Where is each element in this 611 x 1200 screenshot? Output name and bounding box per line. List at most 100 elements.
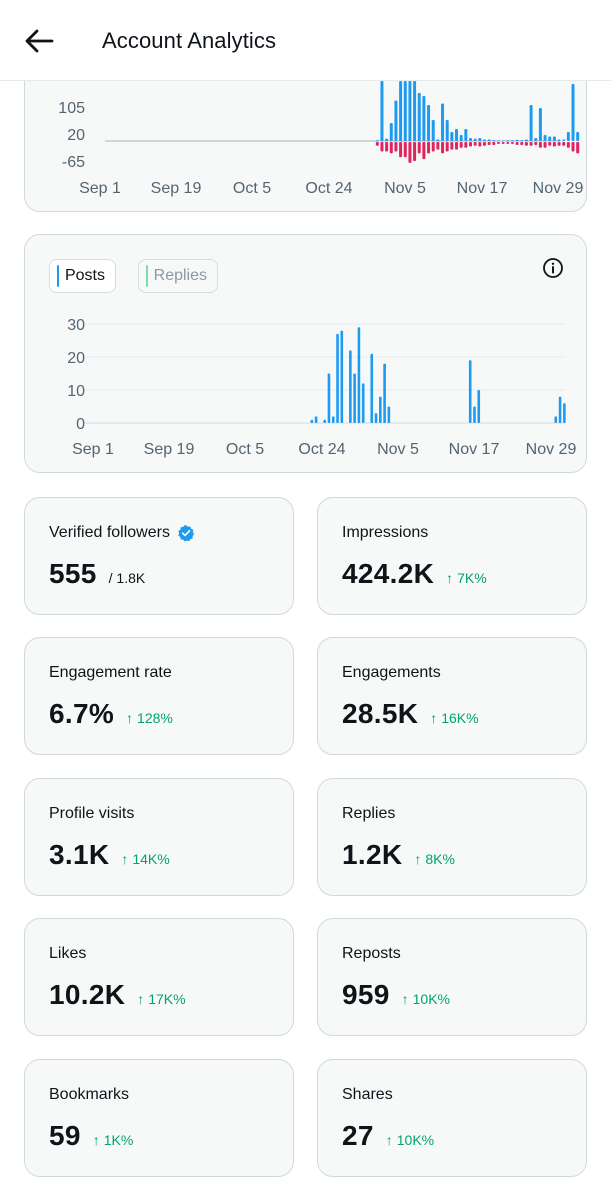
chart1-bar-negative [473, 142, 477, 146]
chart2-bar-posts [473, 406, 476, 423]
chart2-x-tick: Oct 24 [298, 441, 345, 458]
metric-change-value: 8K% [425, 851, 455, 867]
metric-card-replies[interactable]: Replies 1.2K ↑ 8K% [317, 778, 587, 896]
metric-card-bookmarks[interactable]: Bookmarks 59 ↑ 1K% [24, 1059, 294, 1177]
chart1-bar-negative [520, 142, 524, 146]
chart1-bar-positive [459, 135, 463, 141]
metric-card-likes[interactable]: Likes 10.2K ↑ 17K% [24, 918, 294, 1036]
chart2-x-tick: Oct 5 [226, 441, 264, 458]
metric-change: ↑ 14K% [121, 851, 169, 867]
chart1-bar-positive [548, 136, 552, 141]
metric-label: Bookmarks [49, 1086, 130, 1103]
chart1-bar-positive [427, 105, 431, 141]
metric-value: 28.5K [342, 698, 419, 729]
chart1-bar-negative [455, 142, 459, 150]
chart1-bar-negative [389, 142, 393, 154]
chart1-bar-negative [548, 142, 552, 146]
metric-card-engagement-rate[interactable]: Engagement rate 6.7% ↑ 128% [24, 637, 294, 755]
metric-card-verified-followers[interactable]: Verified followers 555 / 1.8K [24, 497, 294, 615]
metric-change: ↑ 17K% [137, 991, 185, 1007]
metric-card-shares[interactable]: Shares 27 ↑ 10K% [317, 1059, 587, 1177]
chart1-bar-negative [459, 142, 463, 148]
chart1-bar-positive [389, 123, 393, 141]
chart1-bar-positive [534, 138, 538, 141]
chart1-y-tick: 105 [58, 100, 85, 117]
chart2-x-tick: Sep 19 [144, 441, 195, 458]
chart1-bar-positive [417, 93, 421, 141]
metric-value: 1.2K [342, 839, 403, 870]
legend-replies-toggle[interactable]: Replies [138, 259, 218, 293]
legend-posts-toggle[interactable]: Posts [49, 259, 116, 293]
chart1-bar-negative [464, 142, 468, 148]
chart2-bar-posts [563, 403, 566, 423]
chart1-bar-positive [473, 138, 477, 141]
metric-value: 59 [49, 1120, 81, 1151]
metric-value-row: 59 ↑ 1K% [49, 1120, 133, 1152]
chart1-bar-positive [510, 140, 514, 141]
chart2-bar-posts [336, 333, 339, 423]
chart2-bar-posts [370, 353, 374, 423]
chart1-bar-negative [422, 142, 426, 160]
metric-change-value: 10K% [396, 1132, 435, 1148]
metric-card-profile-visits[interactable]: Profile visits 3.1K ↑ 14K% [24, 778, 294, 896]
metric-change: ↑ 16K% [430, 710, 478, 726]
chart1-bar-positive [562, 139, 566, 141]
chart1-bar-negative [529, 142, 533, 146]
metric-card-impressions[interactable]: Impressions 424.2K ↑ 7K% [317, 497, 587, 615]
chart1-bar-negative [408, 142, 412, 163]
chart1-bar-negative [427, 142, 431, 154]
chart2-bar-posts [314, 416, 318, 423]
chart2-bar-posts [477, 390, 481, 423]
chart1-bar-positive [450, 132, 454, 141]
chart1-bar-positive [543, 135, 547, 141]
info-icon[interactable] [542, 257, 564, 279]
chart1-x-tick: Oct 24 [305, 180, 352, 197]
chart1-x-tick: Sep 1 [79, 180, 121, 197]
metric-change: ↑ 8K% [414, 851, 455, 867]
chart2-y-tick: 20 [67, 350, 85, 367]
chart2-bar-posts [361, 383, 365, 423]
metric-label: Profile visits [49, 805, 135, 822]
metric-label: Impressions [342, 524, 429, 541]
metric-card-reposts[interactable]: Reposts 959 ↑ 10K% [317, 918, 587, 1036]
metric-change: ↑ 10K% [386, 1132, 434, 1148]
metric-card-engagements[interactable]: Engagements 28.5K ↑ 16K% [317, 637, 587, 755]
chart2-bar-posts [554, 416, 558, 423]
chart2-bar-posts [331, 416, 335, 423]
metric-value-row: 10.2K ↑ 17K% [49, 979, 186, 1011]
legend-posts-label: Posts [64, 267, 105, 284]
chart1-bar-negative [399, 142, 403, 158]
chart2-x-tick: Nov 17 [449, 441, 500, 458]
chart1-x-tick: Nov 29 [533, 180, 584, 197]
chart1-bar-negative [506, 142, 510, 144]
back-arrow-icon[interactable] [22, 26, 56, 56]
chart1-bar-positive [469, 138, 472, 141]
posts-chart: Sep 1 Sep 19 Oct 5 Oct 24 Nov 5 Nov 17 Nov 29 3… [67, 317, 577, 458]
up-arrow-icon: ↑ [414, 851, 422, 867]
up-arrow-icon: ↑ [385, 1132, 393, 1148]
chart1-bar-positive [506, 140, 510, 141]
metric-total: / 1.8K [108, 570, 146, 586]
chart1-bar-positive [394, 100, 398, 141]
chart1-bar-positive [441, 103, 445, 141]
chart1-bar-positive [524, 139, 528, 141]
chart2-bar-posts [558, 396, 562, 423]
chart2-x-tick: Sep 1 [72, 441, 114, 458]
chart1-x-tick: Oct 5 [233, 180, 271, 197]
posts-replies-chart-card: Posts Replies Sep 1 Sep 19 Oct 5 Oct 24 Nov … [24, 234, 587, 473]
chart1-bar-positive [529, 105, 533, 141]
chart1-bar-positive [576, 132, 580, 141]
chart1-bar-negative [496, 142, 500, 144]
chart2-bar-posts [353, 373, 356, 423]
chart1-bar-positive [538, 108, 542, 141]
chart1-y-tick: 20 [67, 127, 85, 144]
chart1-bar-positive [445, 120, 449, 141]
chart1-bar-negative [482, 142, 486, 146]
chart1-bar-negative [576, 142, 580, 154]
chart2-x-tick: Nov 29 [526, 441, 577, 458]
chart1-bar-positive [431, 120, 435, 141]
metric-value: 959 [342, 979, 390, 1010]
metric-value: 10.2K [49, 979, 126, 1010]
chart2-bar-posts [383, 363, 386, 423]
metric-label: Verified followers [49, 524, 170, 541]
